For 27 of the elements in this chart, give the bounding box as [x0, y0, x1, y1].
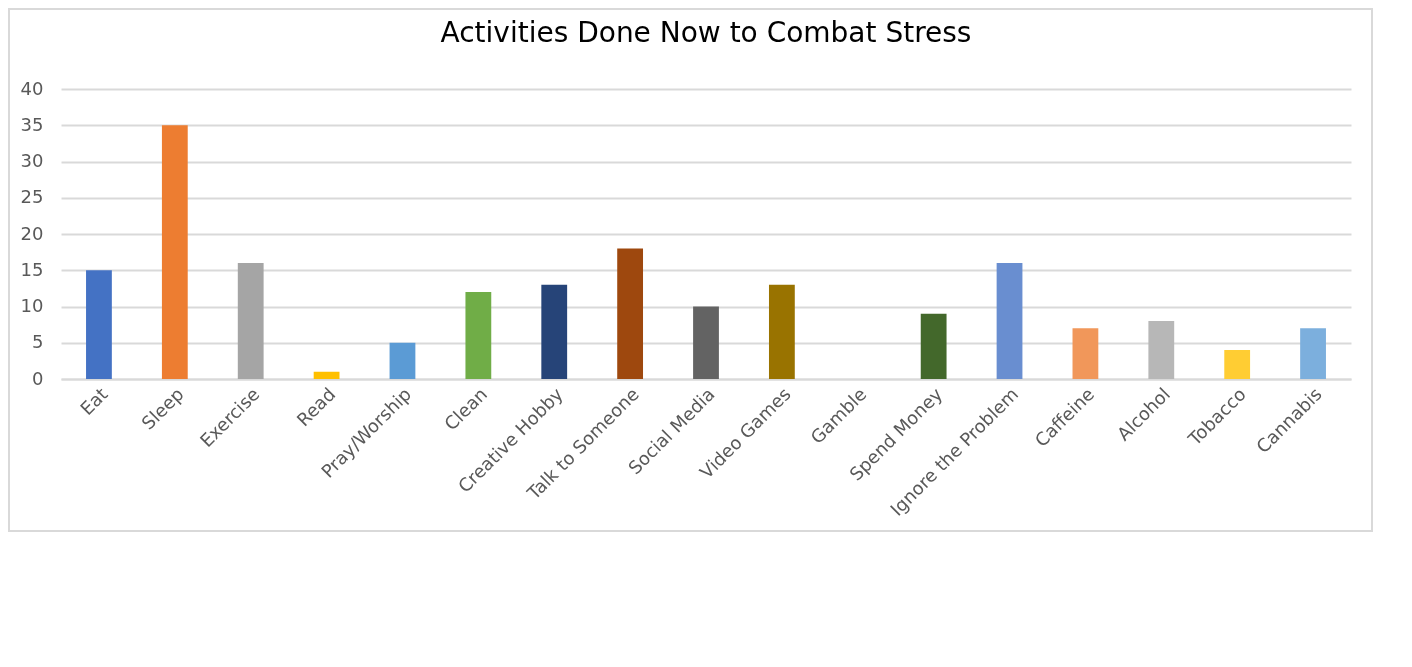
bar: [1224, 350, 1251, 379]
bar: [1300, 328, 1326, 379]
bar: [161, 125, 188, 379]
bar: [541, 284, 568, 379]
y-tick-label: 35: [20, 113, 44, 135]
bar: [313, 371, 340, 379]
y-tick-label: 40: [20, 77, 44, 99]
y-tick-label: 15: [20, 258, 44, 280]
bar: [920, 313, 947, 379]
bar: [617, 248, 644, 379]
bar: [237, 263, 264, 379]
y-tick-label: 0: [32, 367, 44, 389]
bar: [1148, 321, 1175, 379]
bar: [693, 306, 719, 379]
y-tick-label: 5: [32, 331, 44, 353]
chart-title: Activities Done Now to Combat Stress: [440, 16, 972, 49]
bar: [1072, 328, 1099, 379]
bar: [389, 342, 416, 379]
bar: [465, 292, 492, 379]
y-tick-label: 30: [20, 150, 44, 171]
bar: [86, 270, 112, 379]
bar: [768, 284, 795, 379]
x-tick-label: Eat: [75, 383, 112, 420]
y-tick-label: 25: [20, 186, 44, 208]
y-tick-label: 10: [20, 295, 44, 316]
bar: [996, 263, 1023, 379]
y-tick-label: 20: [20, 222, 44, 244]
